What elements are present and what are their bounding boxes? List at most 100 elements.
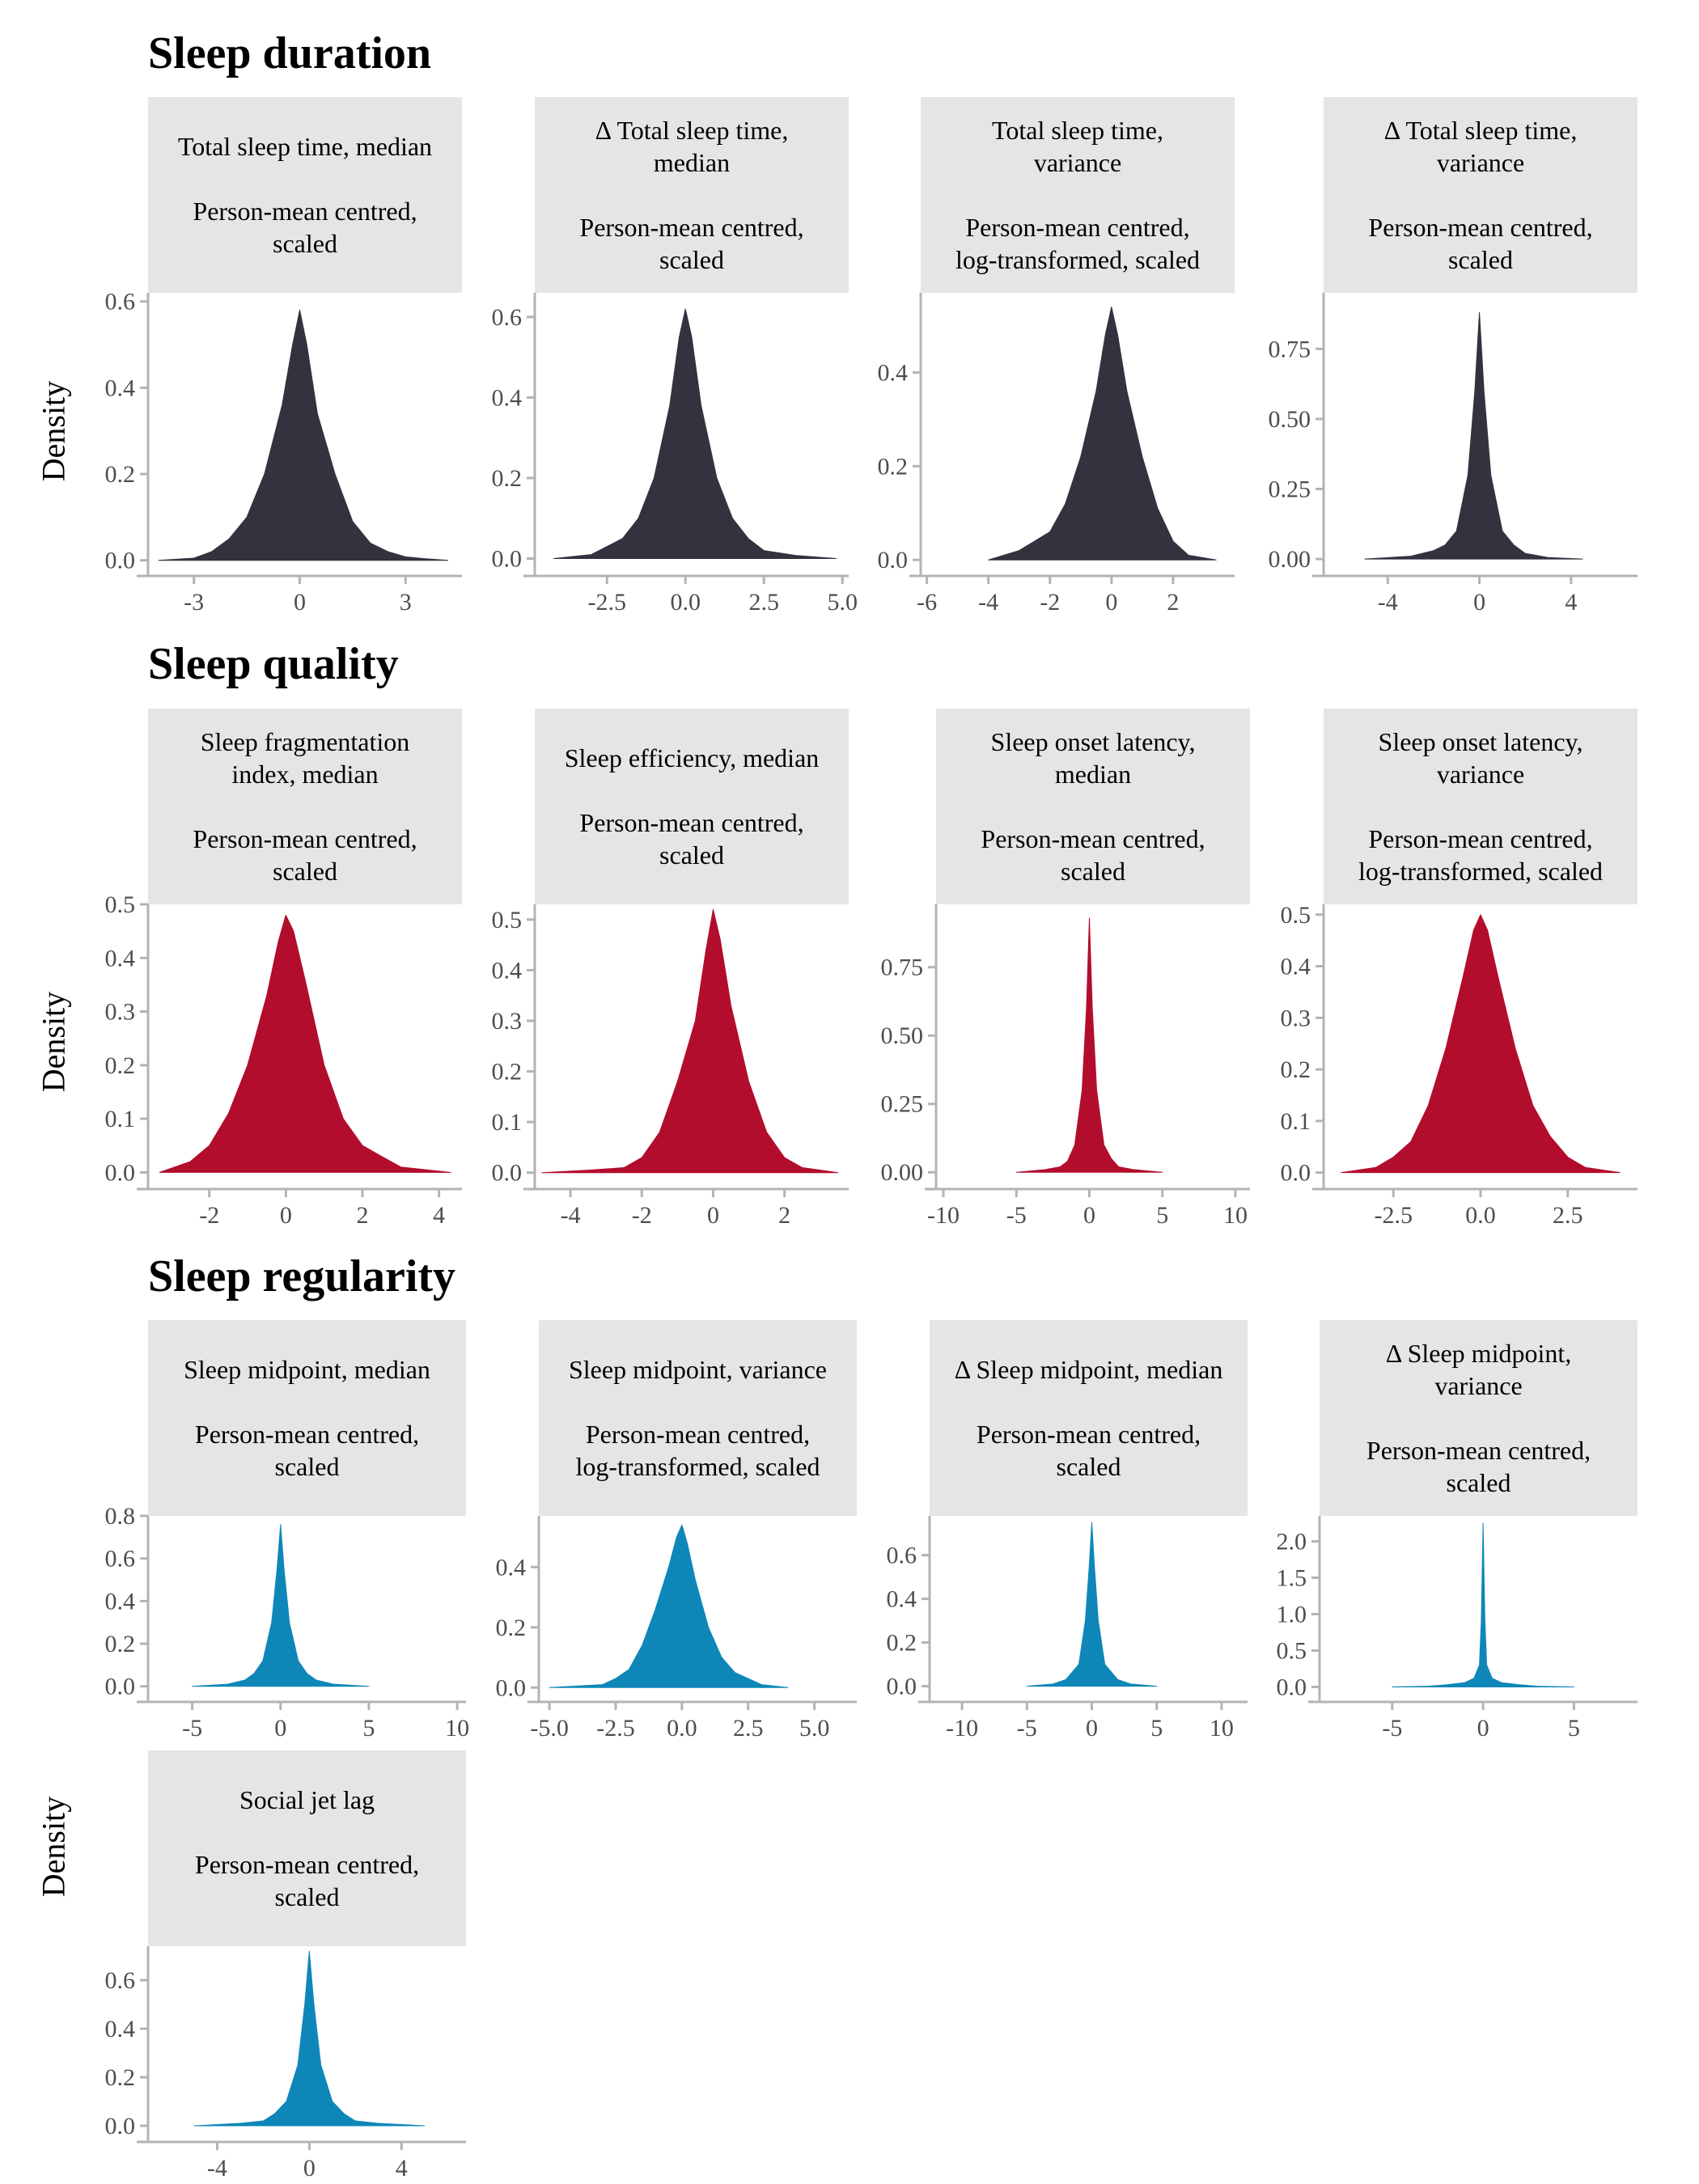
y-tick-label: 0.0	[105, 1159, 136, 1186]
y-tick-label: 0.5	[492, 907, 523, 933]
facet-strip: Sleep fragmentation index, median Person-…	[148, 709, 462, 904]
facet-subtitle: Person-mean centred, scaled	[1366, 1436, 1591, 1497]
density-panel: 0.0 0.1 0.2 0.3 0.4 0.5 -2.5 0.0 2.5	[1281, 902, 1638, 1229]
density-area	[549, 1524, 789, 1688]
facet-strip: Δ Total sleep time, median Person-mean ce…	[535, 97, 849, 293]
density-panel: 0.0 0.2 0.4 -5.0 -2.5 0.0 2.5 5.0	[496, 1516, 857, 1742]
y-tick-label: 0.2	[496, 1615, 527, 1641]
y-tick-label: 0.6	[105, 1967, 136, 1994]
y-tick-label: 0.0	[887, 1674, 917, 1700]
facet-title: Total sleep time, variance	[992, 116, 1163, 177]
y-tick-label: 0.4	[105, 1588, 136, 1615]
y-tick-label: 0.6	[887, 1543, 917, 1569]
y-tick-label: 0.1	[1281, 1108, 1311, 1135]
y-tick-label: 0.2	[1281, 1056, 1311, 1083]
facet-title: Δ Sleep midpoint, median	[954, 1355, 1223, 1384]
x-tick-label: 0	[707, 1202, 719, 1229]
facet-subtitle: Person-mean centred, scaled	[579, 808, 804, 870]
y-tick-label: 0.0	[105, 2113, 136, 2140]
density-area	[159, 914, 451, 1173]
y-tick-label: 0.0	[492, 546, 523, 573]
facet-strip: Sleep midpoint, variance Person-mean cent…	[539, 1320, 857, 1516]
facet-strip: Δ Sleep midpoint, median Person-mean cent…	[930, 1320, 1248, 1516]
density-panel: 0.0 0.2 0.4 0.6 -10 -5 0 5 10	[887, 1516, 1248, 1742]
facet-title: Sleep onset latency, variance	[1378, 727, 1583, 789]
y-tick-label: 0.0	[878, 547, 909, 574]
y-tick-label: 0.0	[105, 1674, 136, 1700]
y-tick-label: 0.5	[1281, 902, 1311, 929]
facet-strip: Total sleep time, median Person-mean cent…	[148, 97, 462, 293]
x-tick-label: -6	[917, 589, 937, 616]
x-tick-label: -2	[1040, 589, 1060, 616]
facet-title: Sleep efficiency, median	[564, 743, 820, 772]
facet-subtitle: Person-mean centred, log-transformed, sc…	[955, 213, 1201, 274]
y-tick-label: 0.2	[878, 453, 909, 480]
x-tick-label: -5	[1382, 1715, 1402, 1742]
x-tick-label: 2	[778, 1202, 790, 1229]
y-tick-label: 0.2	[105, 461, 136, 488]
y-tick-label: 0.4	[492, 957, 523, 984]
y-tick-label: 0.6	[105, 289, 136, 315]
y-tick-label: 1.5	[1277, 1565, 1307, 1592]
density-area	[988, 306, 1217, 561]
x-tick-label: 0.0	[1465, 1202, 1496, 1229]
x-tick-label: 2	[356, 1202, 368, 1229]
y-tick-label: 0.5	[1277, 1638, 1307, 1665]
x-tick-label: -3	[184, 589, 204, 616]
density-panel: 0.0 0.2 0.4 0.6 0.8 -5 0 5 10	[105, 1503, 470, 1742]
x-tick-label: 0	[294, 589, 306, 616]
x-tick-label: 2.5	[1553, 1202, 1583, 1229]
facet-strip: Social jet lag Person-mean centred, scale…	[148, 1750, 466, 1946]
facet-title: Sleep fragmentation index, median	[200, 727, 410, 789]
x-tick-label: 5.0	[827, 589, 858, 616]
x-tick-label: 0	[1477, 1715, 1489, 1742]
facet-title: Sleep midpoint, median	[184, 1355, 430, 1384]
x-tick-label: -4	[1378, 589, 1398, 616]
x-tick-label: 2.5	[748, 589, 779, 616]
y-tick-label: 0.4	[105, 945, 136, 971]
y-tick-label: 0.8	[105, 1503, 136, 1530]
y-tick-label: 0.3	[492, 1008, 523, 1035]
facet-strip: Δ Sleep midpoint, variance Person-mean ce…	[1320, 1320, 1638, 1516]
x-tick-label: 2	[1167, 589, 1179, 616]
density-panel: 0.0 0.2 0.4 -6 -4 -2 0 2	[878, 293, 1235, 616]
x-tick-label: -5	[1017, 1715, 1037, 1742]
y-tick-label: 0.75	[881, 954, 924, 981]
facet-title: Sleep onset latency, median	[990, 727, 1196, 789]
x-tick-label: 0	[1083, 1202, 1095, 1229]
y-tick-label: 0.4	[496, 1554, 527, 1581]
x-tick-label: -5.0	[530, 1715, 569, 1742]
y-tick-label: 0.4	[1281, 954, 1311, 980]
x-tick-label: -10	[946, 1715, 978, 1742]
density-area	[193, 1950, 426, 2127]
y-tick-label: 2.0	[1277, 1529, 1307, 1555]
density-area	[158, 309, 449, 561]
x-tick-label: -2.5	[587, 589, 626, 616]
y-tick-label: 0.2	[492, 1059, 523, 1086]
density-area	[541, 908, 839, 1174]
x-tick-label: 5.0	[799, 1715, 830, 1742]
facet-strip: Sleep midpoint, median Person-mean centre…	[148, 1320, 466, 1516]
section-title-quality: Sleep quality	[148, 639, 399, 689]
facet-subtitle: Person-mean centred, scaled	[194, 1850, 420, 1911]
x-tick-label: -2	[632, 1202, 652, 1229]
y-tick-label: 0.50	[881, 1022, 924, 1049]
density-area	[553, 308, 837, 559]
x-tick-label: 4	[433, 1202, 445, 1229]
x-tick-label: 0	[280, 1202, 292, 1229]
y-tick-label: 0.4	[105, 375, 136, 401]
y-tick-label: 0.4	[492, 384, 523, 411]
facet-title: Δ Total sleep time, median	[595, 116, 789, 177]
facet-subtitle: Person-mean centred, scaled	[193, 824, 417, 886]
y-tick-label: 0.4	[105, 2016, 136, 2042]
x-tick-label: 0	[274, 1715, 286, 1742]
facet-subtitle: Person-mean centred, scaled	[193, 197, 417, 258]
density-area	[1392, 1522, 1574, 1687]
y-tick-label: 1.0	[1277, 1602, 1307, 1628]
density-panel: 0.00 0.25 0.50 0.75 -4 0 4	[1269, 293, 1638, 616]
x-tick-label: 0.0	[670, 589, 701, 616]
facet-title: Δ Total sleep time, variance	[1383, 116, 1578, 177]
x-tick-label: 10	[445, 1715, 469, 1742]
y-tick-label: 0.0	[496, 1674, 527, 1701]
density-area	[192, 1524, 370, 1687]
